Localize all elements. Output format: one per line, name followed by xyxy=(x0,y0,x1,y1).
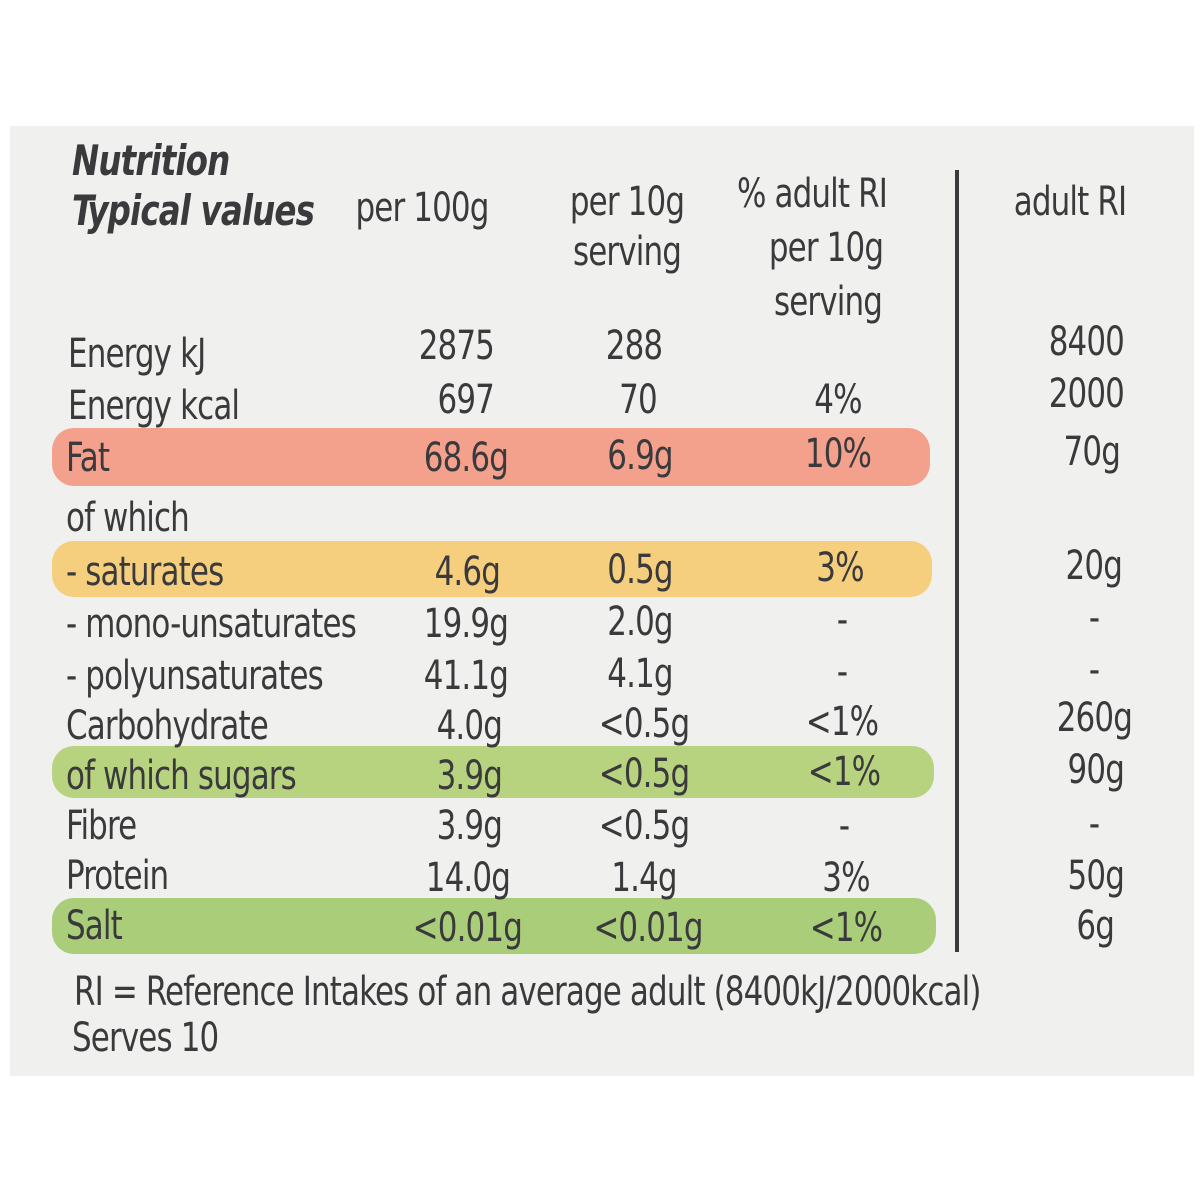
per100g-value: 3.9g xyxy=(436,803,503,849)
ri-pct-value: - xyxy=(836,649,848,695)
fat-highlight-band xyxy=(52,428,930,486)
per100g-value: 41.1g xyxy=(423,653,509,699)
row-label: Fibre xyxy=(66,803,137,849)
column-divider xyxy=(955,170,959,952)
col-header-ri-pct: % adult RI xyxy=(736,171,888,217)
per10g-value: 2.0g xyxy=(607,599,673,645)
table-title: Nutrition xyxy=(72,136,230,185)
col-header-per100g: per 100g xyxy=(355,185,489,231)
per100g-value: 19.9g xyxy=(423,601,509,647)
ri-pct-value: 4% xyxy=(814,377,862,423)
ri-pct-value: - xyxy=(838,803,850,849)
row-label: of which sugars xyxy=(66,753,297,799)
per100g-value: 68.6g xyxy=(423,435,509,481)
table-subtitle: Typical values xyxy=(72,186,315,235)
per100g-value: 2875 xyxy=(418,323,495,369)
salt-highlight-band xyxy=(52,898,936,954)
per10g-value: 288 xyxy=(605,323,663,369)
per100g-value: 4.0g xyxy=(436,703,503,749)
per10g-value: <0.01g xyxy=(593,905,703,951)
ri-pct-value: 10% xyxy=(804,431,872,477)
adult-ri-value: 6g xyxy=(1076,903,1114,949)
per10g-value: <0.5g xyxy=(598,803,690,849)
adult-ri-value: 70g xyxy=(1063,429,1121,475)
col-header-per10g-serving: serving xyxy=(572,229,682,275)
col-header-per10g: per 10g xyxy=(569,179,685,225)
row-label: of which xyxy=(66,495,190,541)
adult-ri-value: - xyxy=(1088,647,1100,693)
row-label: Energy kJ xyxy=(68,331,206,377)
row-label: Salt xyxy=(66,903,123,949)
per100g-value: 3.9g xyxy=(436,753,503,799)
per10g-value: 1.4g xyxy=(611,855,677,901)
per100g-value: 4.6g xyxy=(434,549,501,595)
per10g-value: <0.5g xyxy=(598,701,690,747)
adult-ri-value: - xyxy=(1088,595,1100,641)
row-label: - mono-unsaturates xyxy=(66,601,357,647)
adult-ri-value: 50g xyxy=(1067,853,1125,899)
col-header-adult-ri: adult RI xyxy=(1013,179,1127,225)
per100g-value: <0.01g xyxy=(412,905,523,951)
reference-intake-note: RI = Reference Intakes of an average adu… xyxy=(74,969,981,1015)
adult-ri-value: 90g xyxy=(1067,747,1125,793)
row-label: Energy kcal xyxy=(68,383,240,429)
ri-pct-value: 3% xyxy=(816,545,864,591)
per10g-value: 4.1g xyxy=(607,651,673,697)
col-header-ri-pct-per10g: per 10g xyxy=(768,225,884,271)
adult-ri-value: - xyxy=(1088,801,1100,847)
adult-ri-value: 8400 xyxy=(1048,319,1125,365)
row-label: Carbohydrate xyxy=(66,703,269,749)
row-label: Protein xyxy=(66,853,169,899)
per10g-value: 70 xyxy=(619,377,658,423)
ri-pct-value: <1% xyxy=(805,699,879,745)
ri-pct-value: <1% xyxy=(809,905,883,951)
per10g-value: 0.5g xyxy=(607,547,673,593)
adult-ri-value: 260g xyxy=(1056,695,1133,741)
adult-ri-value: 20g xyxy=(1065,543,1123,589)
adult-ri-value: 2000 xyxy=(1048,371,1125,417)
per100g-value: 697 xyxy=(437,377,495,423)
row-label: Fat xyxy=(66,435,110,481)
per100g-value: 14.0g xyxy=(425,855,511,901)
sugars-highlight-band xyxy=(52,746,934,798)
row-label: - saturates xyxy=(66,549,224,595)
row-label: - polyunsaturates xyxy=(66,653,324,699)
serves-note: Serves 10 xyxy=(72,1015,219,1061)
col-header-ri-pct-serving: serving xyxy=(773,279,883,325)
ri-pct-value: 3% xyxy=(822,855,870,901)
per10g-value: <0.5g xyxy=(598,751,690,797)
saturates-highlight-band xyxy=(52,541,932,597)
ri-pct-value: - xyxy=(836,597,848,643)
per10g-value: 6.9g xyxy=(607,433,673,479)
ri-pct-value: <1% xyxy=(807,749,881,795)
